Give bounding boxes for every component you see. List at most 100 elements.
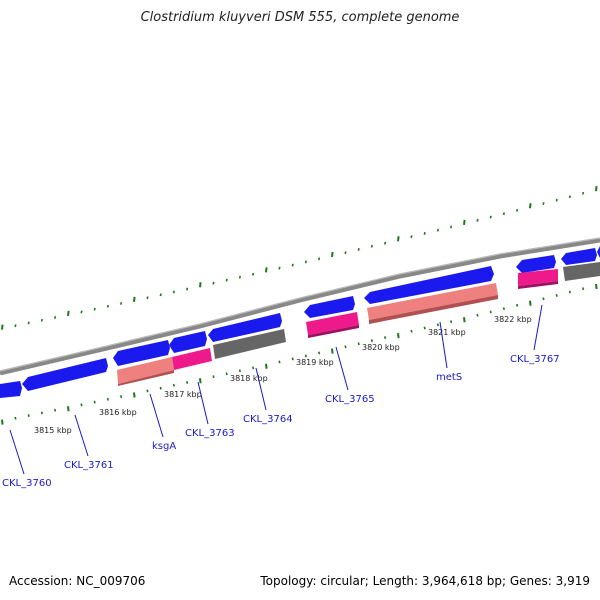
minor-tick	[410, 329, 413, 333]
gene-ksgA-fwd[interactable]	[113, 340, 170, 366]
leader-metS	[439, 321, 448, 369]
minor-tick	[186, 381, 189, 384]
gene-CKL_3767[interactable]	[518, 269, 558, 286]
gene-label[interactable]: CKL_3764	[243, 414, 293, 425]
gene-CKL_3764[interactable]	[213, 329, 286, 359]
minor-tick	[172, 290, 175, 294]
gene-CKL_3763-fwd[interactable]	[169, 331, 207, 353]
minor-tick	[120, 302, 123, 305]
minor-tick	[318, 257, 321, 261]
minor-tick	[542, 202, 545, 205]
major-tick	[265, 363, 268, 369]
gene-label[interactable]: CKL_3761	[64, 460, 114, 471]
minor-tick	[357, 248, 360, 251]
gene-label[interactable]: CKL_3767	[510, 354, 560, 365]
minor-tick	[159, 386, 162, 390]
minor-tick	[278, 266, 281, 270]
major-tick	[331, 251, 334, 258]
minor-tick	[278, 360, 281, 364]
minor-tick	[54, 316, 57, 319]
minor-tick	[225, 278, 228, 282]
minor-tick	[93, 400, 96, 404]
gene-CKL_3765[interactable]	[306, 312, 359, 335]
ruler-label: 3816 kbp	[99, 408, 137, 417]
minor-tick	[370, 339, 373, 343]
minor-tick	[238, 369, 241, 373]
major-tick	[529, 203, 532, 209]
ruler-label: 3819 kbp	[296, 358, 334, 367]
minor-tick	[186, 287, 189, 291]
gene-metS-fwd[interactable]	[364, 266, 494, 304]
gene-CKL_3767-shadow	[518, 281, 558, 289]
gene-metS-shadow	[369, 295, 498, 324]
minor-tick	[238, 275, 241, 279]
minor-tick	[106, 304, 109, 308]
gene-next-fwd[interactable]	[561, 248, 597, 265]
major-tick	[529, 300, 532, 306]
major-tick	[133, 296, 136, 303]
major-tick	[133, 392, 136, 398]
gene-CKL_3764-fwd[interactable]	[208, 313, 282, 342]
major-tick	[265, 267, 268, 273]
ruler-label: 3821 kbp	[428, 328, 466, 337]
gene-label[interactable]: metS	[436, 372, 462, 383]
leader-CKL_3764	[255, 367, 267, 411]
minor-tick	[476, 313, 479, 317]
minor-tick	[423, 326, 426, 330]
gene-CKL_3765-fwd[interactable]	[304, 296, 355, 318]
ruler-label: 3822 kbp	[494, 315, 532, 324]
gene-CKL_3763[interactable]	[172, 348, 212, 370]
minor-tick	[436, 228, 439, 232]
major-tick	[463, 317, 466, 323]
minor-tick	[252, 366, 255, 370]
minor-tick	[436, 323, 439, 327]
major-tick	[397, 236, 400, 242]
minor-tick	[568, 290, 571, 294]
gene-metS[interactable]	[367, 283, 498, 320]
minor-tick	[40, 411, 43, 415]
minor-tick	[159, 293, 162, 297]
minor-tick	[502, 212, 505, 216]
major-tick	[1, 419, 4, 425]
ruler-label: 3818 kbp	[230, 374, 268, 383]
minor-tick	[370, 244, 373, 248]
minor-tick	[450, 320, 453, 324]
gene-label[interactable]: CKL_3765	[325, 394, 375, 405]
minor-tick	[410, 235, 413, 239]
minor-tick	[542, 297, 545, 301]
minor-tick	[344, 345, 347, 349]
minor-tick	[555, 294, 558, 297]
minor-tick	[450, 225, 453, 229]
leader-CKL_3767	[533, 304, 543, 351]
minor-tick	[106, 397, 109, 401]
ruler-labels: 3815 kbp 3816 kbp 3817 kbp 3818 kbp 3819…	[34, 315, 532, 435]
map-title: Clostridium kluyveri DSM 555, complete g…	[140, 10, 460, 25]
major-tick	[67, 310, 70, 317]
reverse-genes	[117, 262, 600, 386]
gene-CKL_3761[interactable]	[22, 358, 108, 391]
minor-tick	[344, 251, 347, 255]
minor-tick	[14, 324, 17, 328]
gene-label[interactable]: CKL_3763	[185, 428, 235, 439]
minor-tick	[80, 310, 83, 314]
minor-tick	[212, 375, 215, 379]
minor-tick	[120, 395, 123, 398]
gene-next-rev[interactable]	[563, 262, 600, 281]
gene-label[interactable]: ksgA	[152, 441, 176, 452]
gene-ksgA[interactable]	[117, 357, 174, 384]
gene-label[interactable]: CKL_3760	[2, 478, 52, 489]
minor-tick	[291, 357, 294, 361]
minor-tick	[252, 272, 255, 276]
minor-tick	[80, 403, 83, 407]
minor-tick	[27, 414, 30, 417]
major-tick	[595, 185, 598, 192]
gene-edge-fwd[interactable]	[597, 246, 600, 258]
minor-tick	[291, 263, 294, 267]
ruler-label: 3820 kbp	[362, 343, 400, 352]
gene-CKL_3767-fwd[interactable]	[516, 255, 556, 273]
minor-tick	[54, 408, 57, 412]
minor-tick	[516, 208, 519, 212]
minor-tick	[146, 389, 149, 393]
minor-tick	[146, 296, 149, 300]
gene-CKL_3760[interactable]	[0, 381, 22, 398]
